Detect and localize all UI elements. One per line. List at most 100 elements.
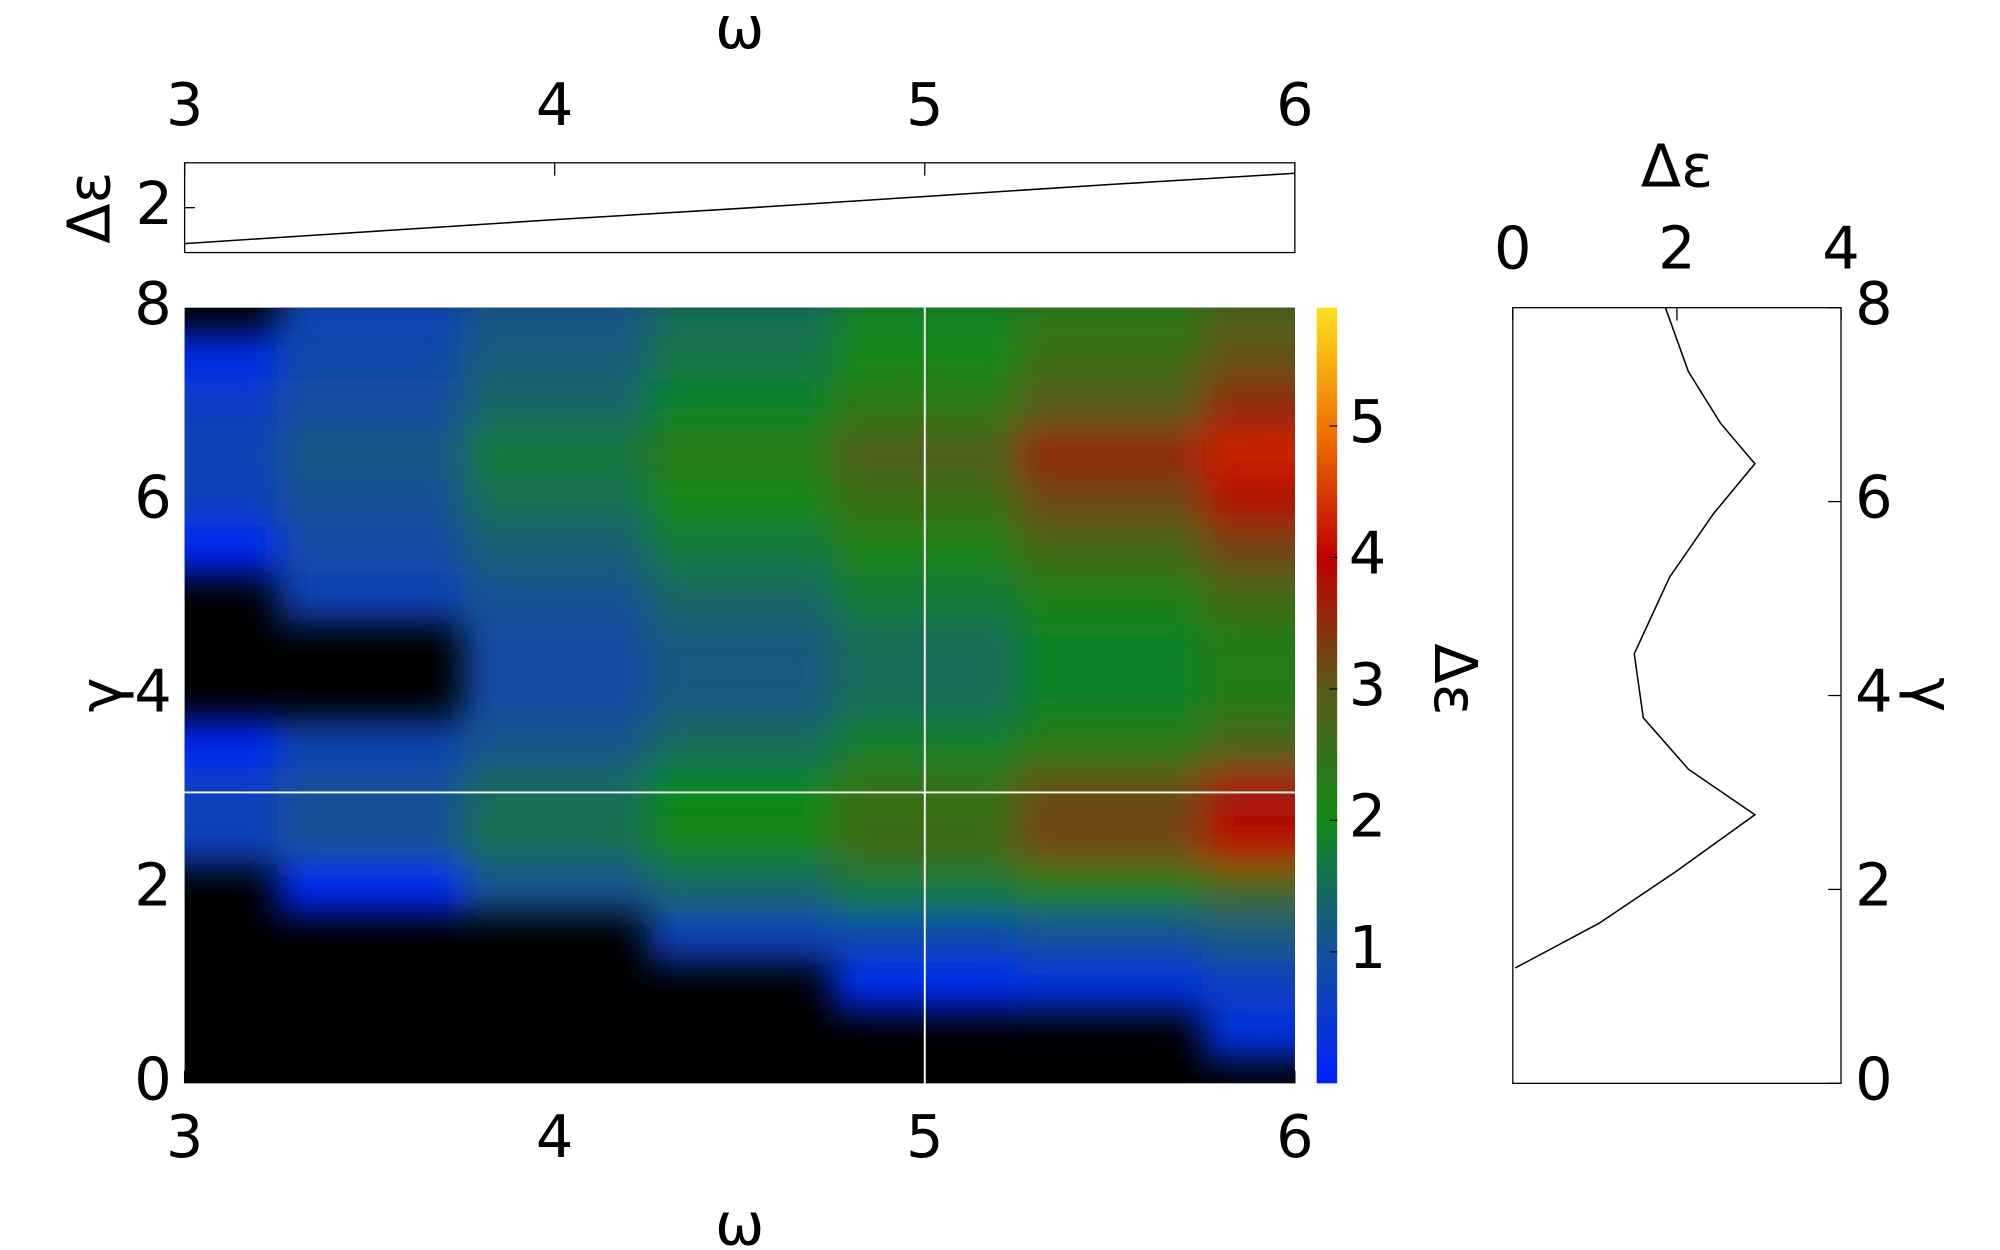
heat-cell [647,477,833,526]
top-x-tick-label: 6 [1276,70,1314,139]
right-x-tick-label: 2 [1658,214,1696,283]
heat-cell [1202,428,1295,478]
heat-cell [462,574,648,623]
heat-cell [277,525,463,575]
profile-line [1514,307,1757,969]
heat-cell [647,307,833,332]
heat-cell [1202,671,1295,720]
main-y-tick-label: 6 [134,463,172,532]
heat-cell [184,428,278,478]
top-x-tick-label: 4 [536,70,574,139]
colorbar-tick-label: 3 [1349,650,1387,719]
top-y-label: Δε [55,172,124,244]
heat-cell [462,671,648,720]
heat-cell [1017,913,1203,963]
heat-cell [184,477,278,526]
heat-cell [1017,477,1203,526]
colorbar-label: Δε [1421,643,1490,715]
right-y-tick-label: 0 [1855,1044,1893,1113]
heat-cell [1017,865,1203,914]
heat-cell [277,477,463,526]
heat-cell [1202,865,1295,914]
right-y-tick-label: 6 [1855,463,1893,532]
main-x-tick-label: 4 [536,1102,574,1171]
heat-cell [462,477,648,526]
heat-cell [184,380,278,429]
line [184,172,1295,245]
main-x-tick-label: 5 [906,1102,944,1171]
heat-cell [277,865,463,914]
main-y-label: γ [66,677,135,712]
heat-cell [647,380,833,429]
heat-cell [1202,331,1295,381]
heat-cell [1202,477,1295,526]
right-plot-frame [1512,307,1842,1084]
main-y-tick-label: 0 [134,1044,172,1113]
heat-cell [277,380,463,429]
heat-cell [1202,307,1295,332]
heat-cell [277,719,463,769]
heat-cell [462,331,648,381]
heat-cell [462,622,648,672]
heat-cell [647,574,833,623]
colorbar [1316,307,1338,1084]
heat-cell [647,913,833,963]
heat-cell [277,331,463,381]
top-y-tick-label: 2 [136,169,174,238]
heat-cell [1202,816,1295,866]
heat-cell [647,331,833,381]
top-x-label: ω [715,0,764,62]
heat-cell [462,525,648,575]
heat-cell [462,865,648,914]
main-y-tick-label: 2 [134,851,172,920]
heat-cell [647,816,833,866]
heat-cell [462,719,648,769]
heat-cell [277,574,463,623]
heat-cell [1017,307,1203,332]
right-y-tick-label: 8 [1855,269,1893,338]
heat-cell [184,816,278,866]
heat-cell [1202,962,1295,1011]
heat-cell [462,816,648,866]
heat-cell [647,525,833,575]
colorbar-tick-label: 5 [1349,387,1387,456]
right-x-label: Δε [1641,132,1713,201]
main-y-tick-label: 4 [134,657,172,726]
heat-cell [462,380,648,429]
top-x-tick-label: 5 [906,70,944,139]
heat-cell [462,428,648,478]
main-x-tick-label: 6 [1276,1102,1314,1171]
heat-cell [1017,962,1203,1011]
heat-cell [1202,622,1295,672]
heat-cell [1017,525,1203,575]
heat-cell [647,865,833,914]
colorbar-tick-label: 1 [1349,913,1387,982]
colorbar-tick-label: 2 [1349,782,1387,851]
heat-cell [1017,380,1203,429]
heat-cell [1017,428,1203,478]
heat-cell [1017,331,1203,381]
heat-cell [1017,719,1203,769]
heat-cell [1017,816,1203,866]
heat-cell [277,428,463,478]
heat-cell [184,331,278,381]
heat-cell [1202,574,1295,623]
right-x-tick-label: 0 [1494,214,1532,283]
heat-cell [1202,1010,1295,1060]
heat-cell [277,816,463,866]
main-x-label: ω [715,1189,764,1250]
heat-cell [647,428,833,478]
heat-cell [1017,622,1203,672]
heat-cell [1017,574,1203,623]
heat-cell [647,622,833,672]
main-y-tick-label: 8 [134,269,172,338]
heat-cell [184,719,278,769]
heat-cell [277,307,463,332]
right-x-tick-label: 4 [1822,214,1860,283]
heat-cell [1202,380,1295,429]
right-y-label: γ [1898,677,1967,712]
right-y-tick-label: 2 [1855,851,1893,920]
heat-cell [647,671,833,720]
